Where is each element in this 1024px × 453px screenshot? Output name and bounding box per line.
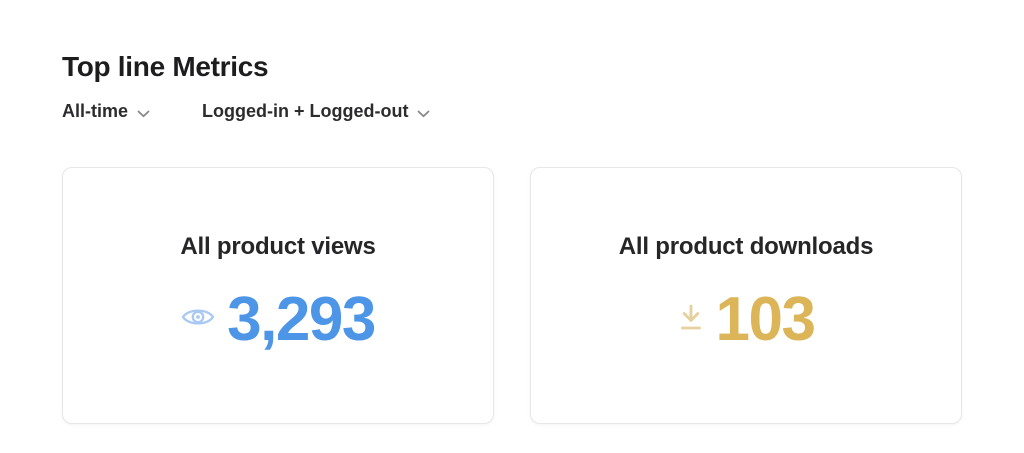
views-count-value: 3,293 (227, 284, 376, 354)
chevron-down-icon (417, 102, 430, 123)
filters-row: All-time Logged-in + Logged-out (62, 100, 430, 123)
eye-icon (181, 305, 215, 334)
downloads-count-value: 103 (715, 284, 816, 354)
metric-card-downloads-label: All product downloads (618, 232, 874, 260)
audience-dropdown-label: Logged-in + Logged-out (202, 101, 409, 121)
download-icon (678, 303, 704, 337)
chevron-down-icon (137, 102, 150, 123)
audience-dropdown[interactable]: Logged-in + Logged-out (202, 100, 430, 123)
time-range-dropdown[interactable]: All-time (62, 100, 150, 123)
metric-card-views-label: All product views (180, 232, 376, 260)
page-title: Top line Metrics (62, 51, 269, 82)
metric-card-downloads: All product downloads 103 (530, 167, 962, 424)
metric-cards-row: All product views 3,293 All product down… (62, 167, 962, 424)
metric-card-views: All product views 3,293 (62, 167, 494, 424)
time-range-dropdown-label: All-time (62, 101, 129, 121)
